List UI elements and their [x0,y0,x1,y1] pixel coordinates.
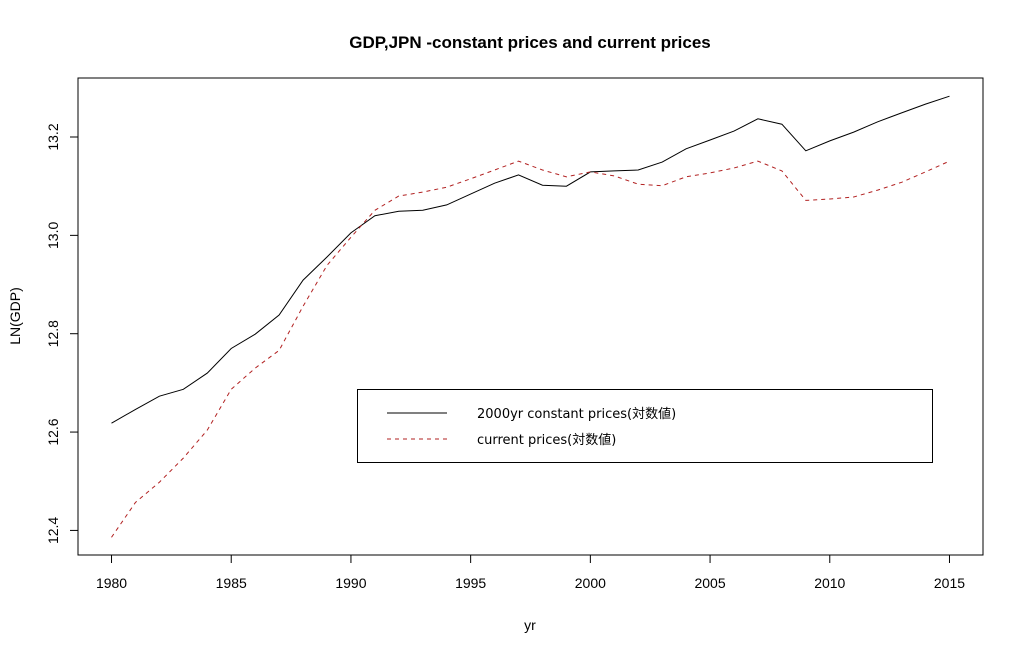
y-tick-label: 12.8 [45,320,61,347]
x-tick-label: 1990 [335,575,366,591]
x-tick-label: 2005 [694,575,725,591]
legend-label-constant: 2000yr constant prices(対数値) [477,406,676,422]
y-axis: 12.4 12.6 12.8 13.0 13.2 [45,123,78,544]
y-tick-label: 12.4 [45,517,61,544]
x-tick-label: 1995 [455,575,486,591]
x-tick-label: 2000 [575,575,606,591]
series-layer [111,95,950,538]
x-tick-label: 1985 [216,575,247,591]
series-line-current-prices [111,160,950,538]
y-tick-label: 12.6 [45,418,61,445]
y-tick-label: 13.0 [45,222,61,249]
x-tick-label: 2015 [934,575,965,591]
y-tick-label: 13.2 [45,123,61,150]
series-line-constant-prices [111,95,950,424]
x-axis: 1980 1985 1990 1995 2000 2005 2010 2015 [96,554,965,591]
legend-box [357,389,933,463]
chart-title: GDP,JPN -constant prices and current pri… [349,33,711,52]
x-axis-label: yr [524,617,536,633]
x-tick-label: 1980 [96,575,127,591]
legend: 2000yr constant prices(対数値) current pric… [357,389,933,463]
y-axis-label: LN(GDP) [7,287,23,345]
x-tick-label: 2010 [814,575,845,591]
legend-label-current: current prices(対数値) [477,432,616,448]
